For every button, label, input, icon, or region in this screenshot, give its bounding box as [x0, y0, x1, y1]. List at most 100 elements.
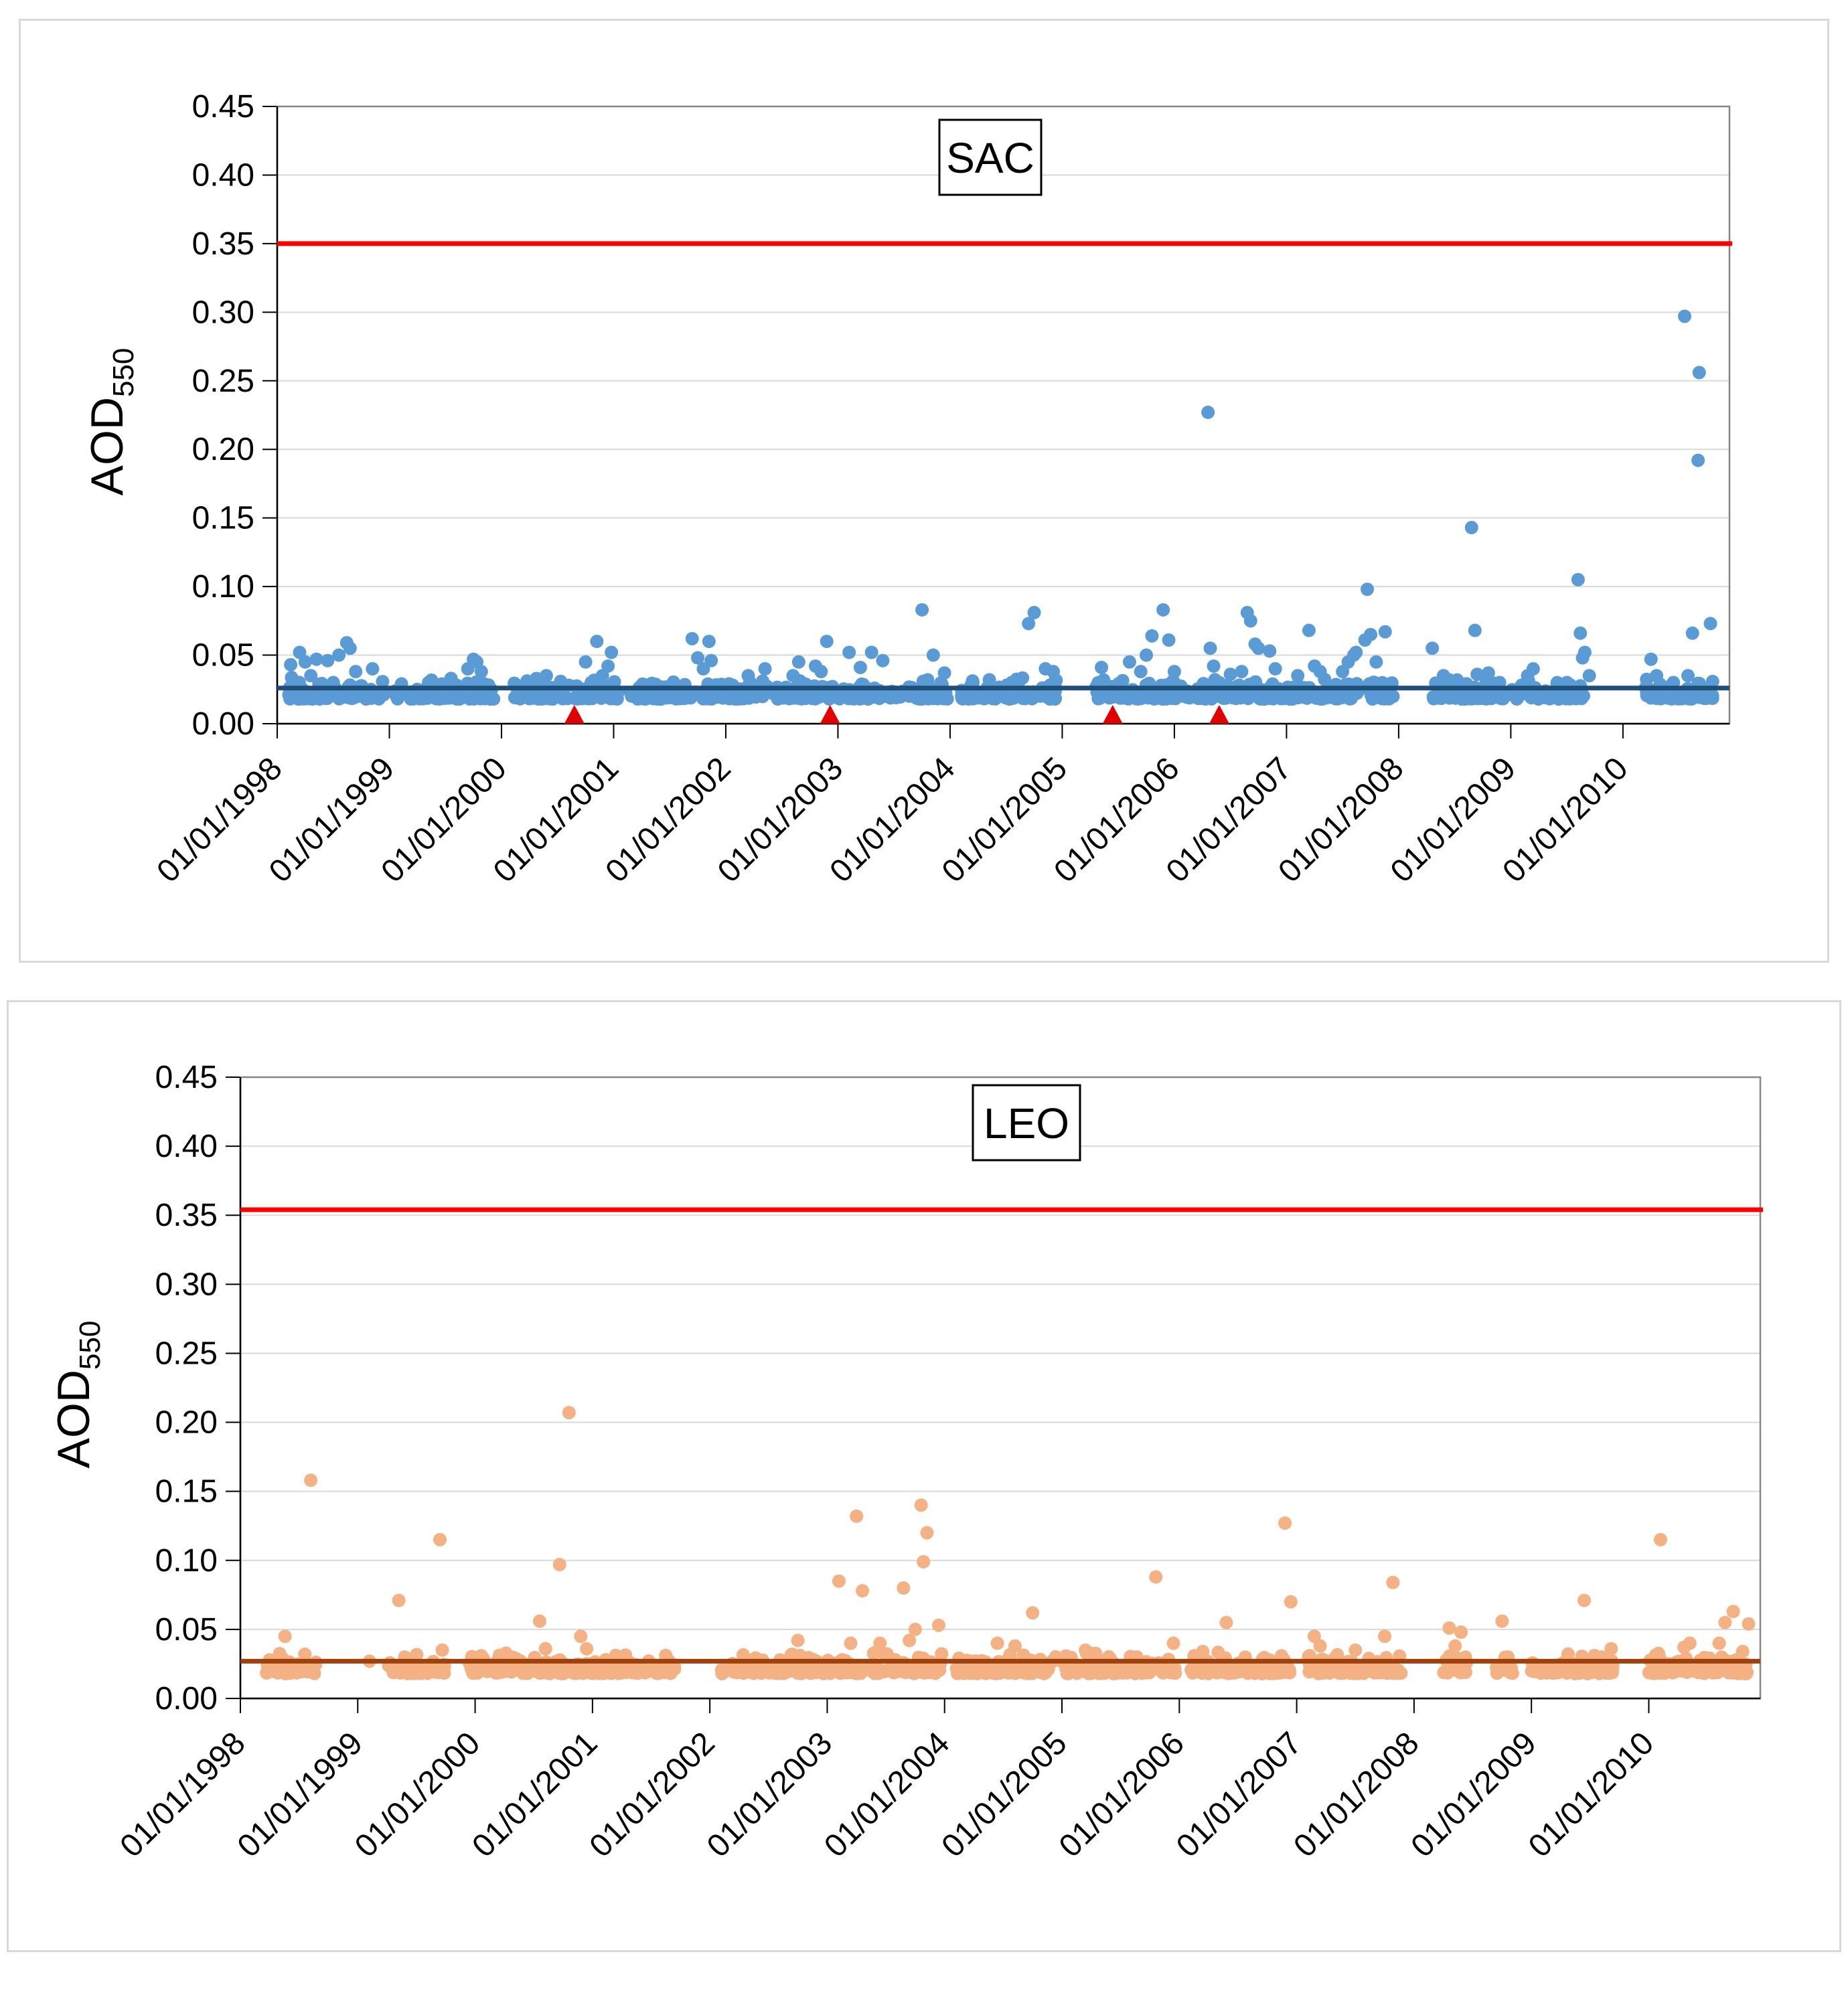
data-point	[601, 659, 615, 673]
data-point	[1131, 692, 1145, 706]
data-point	[844, 1636, 858, 1650]
y-tick-label: 0.30	[155, 1267, 218, 1302]
data-point	[1026, 690, 1040, 704]
data-point	[1219, 1615, 1233, 1629]
data-point	[771, 692, 785, 706]
data-point	[758, 662, 772, 676]
data-point	[293, 691, 307, 705]
plot-area	[239, 1076, 1762, 1700]
data-point	[1575, 690, 1590, 704]
data-point	[1260, 1663, 1274, 1677]
data-point	[758, 1661, 772, 1675]
data-point	[1455, 692, 1469, 706]
y-tick-label: 0.15	[192, 501, 254, 536]
data-point	[935, 1647, 949, 1661]
data-point	[720, 688, 734, 702]
data-point	[1385, 1666, 1399, 1680]
data-point	[1349, 1643, 1363, 1657]
data-point	[304, 1474, 318, 1488]
data-point	[1448, 1639, 1462, 1653]
data-point	[366, 662, 380, 676]
y-axis-label: AOD550	[48, 1321, 106, 1469]
data-point	[332, 692, 346, 706]
data-point	[672, 691, 686, 705]
chart-panel-leo: 0.00 0.05 0.10 0.15 0.20 0.25 0.30 0.35 0.40 0.45…	[7, 1000, 1841, 1952]
data-point	[1213, 688, 1227, 702]
data-point	[908, 1622, 922, 1636]
data-point	[869, 1665, 883, 1679]
data-point	[1361, 582, 1375, 596]
data-point	[332, 648, 346, 662]
data-point	[392, 1593, 406, 1607]
data-point	[574, 1629, 588, 1644]
data-point	[552, 1557, 566, 1571]
data-point	[1149, 1570, 1163, 1584]
y-axis-label-main: AOD	[82, 397, 133, 495]
y-axis-label-sub: 550	[74, 1321, 106, 1370]
data-point	[1386, 1575, 1400, 1589]
x-tick-label: 01/01/1999	[231, 1725, 370, 1864]
data-point	[920, 1665, 934, 1679]
data-point	[989, 1666, 1003, 1680]
data-point	[570, 690, 585, 704]
data-point	[1278, 1516, 1292, 1530]
data-point	[541, 1662, 555, 1676]
data-point	[1426, 641, 1440, 655]
y-tick-label: 0.10	[155, 1543, 218, 1579]
data-point	[1531, 692, 1545, 706]
data-point	[504, 1665, 518, 1679]
data-point	[704, 653, 718, 667]
data-point	[741, 669, 755, 683]
data-point	[1086, 1661, 1100, 1675]
data-point	[1101, 1664, 1115, 1678]
x-tick-label: 01/01/2006	[1053, 1725, 1191, 1864]
data-point	[931, 692, 945, 706]
data-point	[304, 669, 318, 683]
data-point	[1235, 665, 1249, 679]
data-point	[1726, 1605, 1740, 1619]
data-point	[524, 691, 538, 705]
data-point	[1551, 1666, 1565, 1680]
data-point	[1166, 1665, 1180, 1679]
data-point	[920, 1526, 934, 1540]
data-point	[785, 691, 799, 705]
data-point	[791, 1634, 805, 1648]
data-point	[1571, 572, 1585, 586]
data-point	[903, 1634, 917, 1648]
data-point	[1573, 626, 1588, 640]
data-point	[1577, 645, 1592, 659]
data-point	[1156, 603, 1170, 617]
data-point	[1313, 1639, 1327, 1653]
data-point	[278, 1629, 292, 1644]
data-point	[814, 665, 828, 679]
data-point	[1525, 1664, 1539, 1678]
y-tick-label: 0.05	[192, 638, 254, 673]
data-point	[791, 655, 805, 669]
data-point	[1681, 669, 1695, 683]
data-point	[1364, 627, 1378, 641]
x-tick-label: 01/01/2001	[465, 1725, 604, 1864]
x-tick-label: 01/01/2010	[1522, 1725, 1661, 1864]
data-point	[1162, 633, 1176, 647]
data-point	[273, 1647, 287, 1661]
chart-title: LEO	[984, 1099, 1069, 1147]
data-point	[1605, 1666, 1619, 1680]
data-point	[1665, 692, 1679, 706]
x-tick-label: 01/01/2004	[818, 1725, 956, 1864]
data-point	[1027, 606, 1041, 620]
y-tick-label: 0.40	[155, 1129, 218, 1164]
data-point	[1237, 1661, 1251, 1675]
data-point	[777, 1666, 791, 1680]
chart-sac: 0.00 0.05 0.10 0.15 0.20 0.25 0.30 0.35 0.40 0.45…	[82, 89, 1732, 890]
y-tick-label: 0.25	[155, 1336, 218, 1371]
data-point	[590, 635, 604, 649]
data-point	[1464, 521, 1478, 535]
data-point	[1243, 614, 1257, 628]
data-point	[309, 652, 323, 666]
data-point	[489, 1665, 503, 1679]
data-point	[271, 1666, 285, 1680]
data-point	[1742, 1617, 1756, 1631]
data-point	[1047, 665, 1061, 679]
data-point	[850, 1509, 864, 1523]
data-point	[756, 690, 770, 704]
